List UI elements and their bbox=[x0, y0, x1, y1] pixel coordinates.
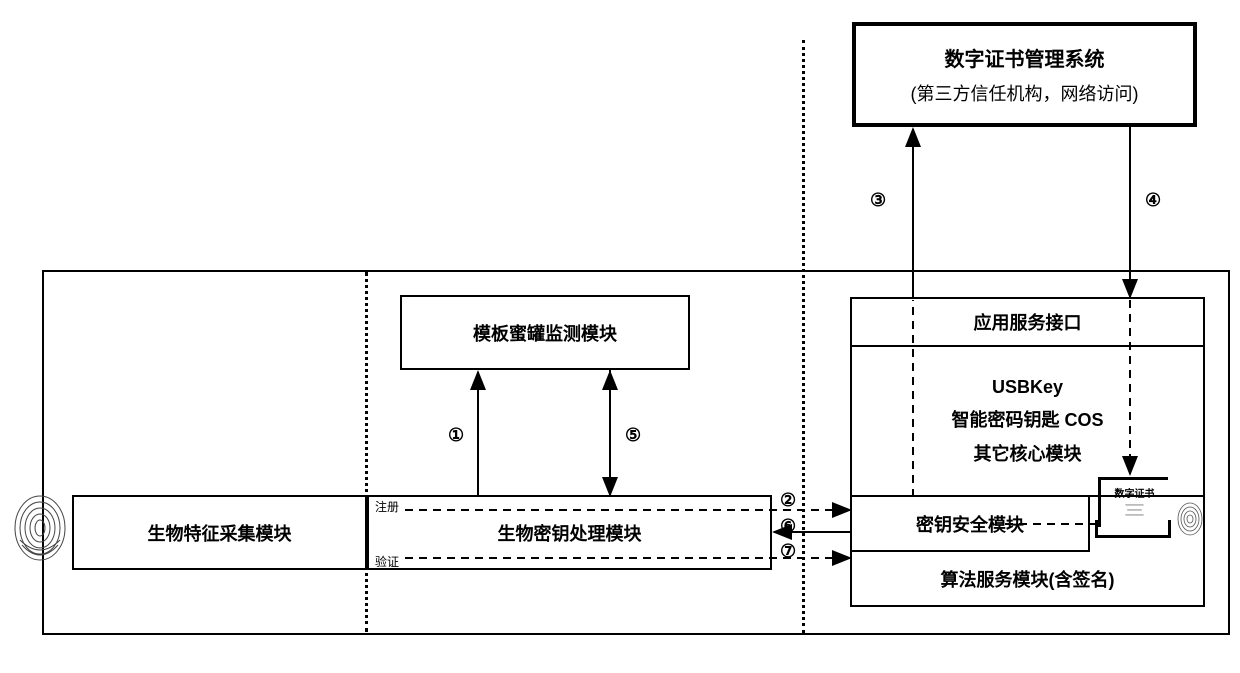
edge-label-1: ① bbox=[448, 425, 464, 446]
edge-label-2: ② bbox=[780, 490, 796, 511]
edge-label-6: ⑥ bbox=[780, 516, 796, 537]
edge-label-4: ④ bbox=[1145, 190, 1161, 211]
edge-label-3: ③ bbox=[870, 190, 886, 211]
arrows-svg bbox=[0, 0, 1240, 673]
edge-label-7: ⑦ bbox=[780, 541, 796, 562]
edge-label-5: ⑤ bbox=[625, 425, 641, 446]
